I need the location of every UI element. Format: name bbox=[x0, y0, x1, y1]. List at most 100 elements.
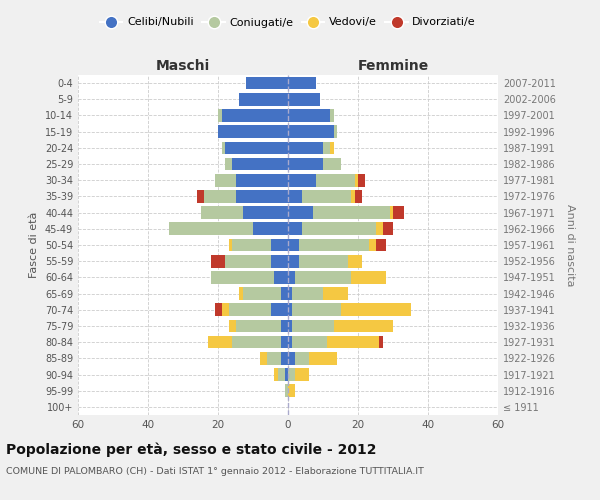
Bar bbox=[221, 304, 229, 316]
Bar bbox=[281, 336, 288, 348]
Bar bbox=[292, 336, 326, 348]
Bar bbox=[271, 304, 288, 316]
Bar bbox=[239, 93, 288, 106]
Bar bbox=[288, 271, 295, 283]
Bar bbox=[295, 368, 309, 381]
Bar bbox=[235, 174, 288, 186]
Text: COMUNE DI PALOMBARO (CH) - Dati ISTAT 1° gennaio 2012 - Elaborazione TUTTITALIA.: COMUNE DI PALOMBARO (CH) - Dati ISTAT 1°… bbox=[6, 468, 424, 476]
Bar bbox=[288, 77, 316, 90]
Bar bbox=[288, 206, 313, 219]
Bar bbox=[316, 174, 355, 186]
Y-axis label: Anni di nascita: Anni di nascita bbox=[565, 204, 575, 286]
Bar bbox=[288, 255, 299, 268]
Bar bbox=[341, 304, 410, 316]
Bar bbox=[288, 352, 295, 364]
Bar bbox=[292, 320, 334, 332]
Bar bbox=[225, 255, 271, 268]
Bar bbox=[281, 320, 288, 332]
Bar bbox=[277, 368, 284, 381]
Bar bbox=[330, 109, 334, 122]
Bar bbox=[323, 142, 330, 154]
Bar bbox=[389, 206, 393, 219]
Bar bbox=[229, 238, 232, 252]
Bar bbox=[225, 158, 232, 170]
Bar bbox=[334, 126, 337, 138]
Bar bbox=[229, 304, 271, 316]
Bar bbox=[288, 93, 320, 106]
Bar bbox=[271, 255, 288, 268]
Bar bbox=[242, 206, 288, 219]
Bar bbox=[383, 222, 393, 235]
Bar bbox=[326, 336, 379, 348]
Bar bbox=[242, 288, 281, 300]
Bar bbox=[323, 158, 341, 170]
Bar bbox=[288, 222, 302, 235]
Bar bbox=[235, 190, 288, 202]
Bar bbox=[355, 174, 358, 186]
Bar bbox=[204, 190, 235, 202]
Bar bbox=[221, 109, 288, 122]
Bar bbox=[288, 126, 334, 138]
Text: Maschi: Maschi bbox=[156, 58, 210, 72]
Bar bbox=[347, 255, 361, 268]
Bar bbox=[218, 109, 221, 122]
Bar bbox=[288, 320, 292, 332]
Bar bbox=[253, 222, 288, 235]
Bar bbox=[232, 158, 288, 170]
Bar bbox=[288, 174, 316, 186]
Bar bbox=[288, 238, 299, 252]
Bar bbox=[288, 142, 323, 154]
Bar bbox=[295, 352, 309, 364]
Bar bbox=[169, 222, 253, 235]
Bar bbox=[288, 190, 302, 202]
Bar bbox=[215, 304, 221, 316]
Bar bbox=[284, 384, 288, 397]
Bar bbox=[260, 352, 267, 364]
Bar bbox=[288, 336, 292, 348]
Legend: Celibi/Nubili, Coniugati/e, Vedovi/e, Divorziati/e: Celibi/Nubili, Coniugati/e, Vedovi/e, Di… bbox=[96, 13, 480, 32]
Bar bbox=[288, 304, 292, 316]
Bar bbox=[208, 336, 232, 348]
Bar bbox=[288, 288, 292, 300]
Bar bbox=[215, 174, 235, 186]
Bar bbox=[274, 368, 277, 381]
Bar bbox=[292, 304, 341, 316]
Bar bbox=[281, 288, 288, 300]
Bar bbox=[271, 238, 288, 252]
Bar bbox=[197, 190, 204, 202]
Bar bbox=[330, 142, 334, 154]
Bar bbox=[376, 222, 383, 235]
Bar bbox=[267, 352, 281, 364]
Bar bbox=[288, 158, 323, 170]
Bar bbox=[211, 271, 274, 283]
Bar bbox=[288, 109, 330, 122]
Bar bbox=[246, 77, 288, 90]
Bar bbox=[302, 190, 351, 202]
Bar bbox=[232, 238, 271, 252]
Bar bbox=[376, 238, 386, 252]
Bar bbox=[309, 352, 337, 364]
Y-axis label: Fasce di età: Fasce di età bbox=[29, 212, 39, 278]
Bar bbox=[200, 206, 242, 219]
Bar bbox=[235, 320, 281, 332]
Bar bbox=[299, 255, 347, 268]
Bar bbox=[368, 238, 376, 252]
Bar bbox=[225, 142, 288, 154]
Bar bbox=[284, 368, 288, 381]
Bar bbox=[351, 190, 355, 202]
Bar bbox=[355, 190, 361, 202]
Bar bbox=[274, 271, 288, 283]
Bar bbox=[334, 320, 393, 332]
Bar bbox=[323, 288, 347, 300]
Bar bbox=[292, 288, 323, 300]
Bar bbox=[288, 368, 295, 381]
Bar bbox=[211, 255, 225, 268]
Bar bbox=[351, 271, 386, 283]
Text: Femmine: Femmine bbox=[358, 58, 428, 72]
Bar bbox=[379, 336, 383, 348]
Bar bbox=[232, 336, 281, 348]
Bar bbox=[239, 288, 242, 300]
Bar bbox=[393, 206, 404, 219]
Bar bbox=[295, 271, 351, 283]
Bar bbox=[221, 142, 225, 154]
